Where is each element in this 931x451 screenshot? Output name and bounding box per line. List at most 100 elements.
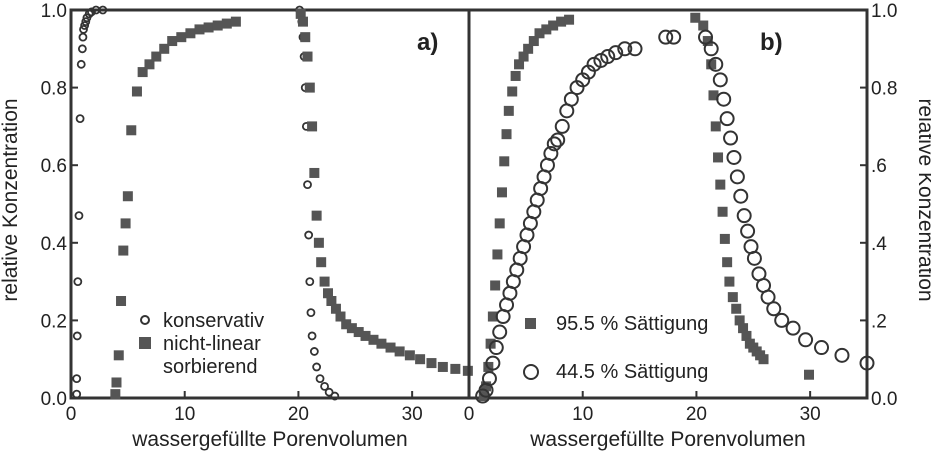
point-a-series1-14 — [176, 32, 187, 43]
point-b-series0-7 — [494, 218, 505, 229]
point-b-series0-16 — [523, 43, 534, 54]
point-a-series0-7 — [77, 44, 87, 54]
legend-sorbierend-line-1: nicht-linear — [163, 333, 261, 355]
point-b-series1-47 — [736, 208, 752, 224]
legend-44-marker — [523, 364, 539, 380]
legend-95-label: 95.5 % Sättigung — [556, 313, 708, 335]
point-b-series0-23 — [690, 12, 701, 23]
xtick-label-a-0: 0 — [66, 404, 77, 425]
point-b-series0-1 — [481, 381, 492, 392]
panel-a-xlabel: wassergefüllte Porenvolumen — [131, 428, 407, 451]
point-a-series0-30 — [312, 362, 322, 372]
point-a-series1-33 — [326, 296, 337, 306]
point-a-series1-29 — [313, 237, 324, 248]
point-b-series0-13 — [510, 70, 521, 81]
point-b-series0-45 — [804, 369, 815, 380]
point-a-series1-40 — [368, 334, 379, 345]
point-b-series1-23 — [554, 118, 570, 134]
panel-b-xlabel: wassergefüllte Porenvolumen — [529, 428, 805, 451]
point-a-series0-1 — [72, 374, 82, 384]
point-a-series0-34 — [330, 391, 340, 401]
point-b-series1-21 — [546, 136, 562, 152]
panel-b-label: b) — [760, 29, 783, 56]
point-a-series1-9 — [137, 67, 148, 78]
panel-a-label: a) — [417, 29, 438, 56]
point-b-series1-46 — [733, 188, 749, 204]
point-b-series0-22 — [564, 14, 575, 25]
point-a-series1-28 — [311, 210, 322, 221]
point-b-series1-32 — [608, 45, 624, 61]
point-b-series0-25 — [702, 36, 713, 47]
point-a-series1-34 — [330, 303, 341, 314]
xtick-label-a-3: 30 — [402, 404, 423, 425]
point-a-series1-45 — [415, 354, 426, 365]
point-a-series1-21 — [295, 8, 306, 19]
panel-b-marks — [475, 12, 875, 404]
point-b-series0-10 — [501, 129, 512, 140]
point-b-series0-5 — [490, 280, 501, 291]
point-a-series0-6 — [76, 59, 86, 69]
point-b-series0-19 — [541, 24, 552, 35]
panel-a-frame — [69, 8, 471, 400]
ytick-label-b-5: 1.0 — [871, 1, 897, 22]
point-a-series0-24 — [303, 180, 312, 190]
xtick-label-b-1: 10 — [572, 404, 593, 425]
point-b-series1-60 — [859, 355, 875, 371]
ytick-label-b-4: 0.8 — [871, 79, 897, 100]
point-b-series0-15 — [518, 51, 529, 62]
point-a-series1-31 — [319, 276, 330, 287]
point-b-series0-33 — [722, 257, 733, 268]
point-b-series1-25 — [563, 91, 579, 107]
point-a-series1-15 — [185, 28, 196, 39]
point-a-series1-36 — [341, 319, 352, 330]
legend-95-marker — [525, 318, 536, 329]
panel-a-ticks: 0 10 20 30 0.0 0.2 0.4 0.6 0.8 1.0 — [41, 1, 423, 425]
point-a-series1-41 — [376, 338, 387, 349]
point-b-series1-34 — [627, 41, 643, 57]
point-b-series0-29 — [713, 152, 724, 163]
point-b-series0-30 — [715, 179, 726, 190]
point-b-series0-9 — [499, 156, 510, 167]
point-b-series0-39 — [741, 330, 752, 341]
panel-b: 0 10 20 30 0.0 .2 .4 .6 0.8 1.0 b) wassergefüllte… — [464, 1, 931, 451]
panel-b-frame — [467, 8, 869, 400]
point-a-series1-6 — [122, 191, 133, 202]
ytick-label-a-5: 1.0 — [41, 1, 67, 22]
point-a-series1-7 — [126, 125, 137, 136]
point-b-series1-22 — [550, 132, 566, 148]
point-a-series1-12 — [159, 43, 170, 54]
panel-a-ylabel: relative Konzentration — [0, 98, 22, 301]
point-a-series1-5 — [120, 218, 131, 229]
point-b-series0-20 — [548, 20, 559, 31]
legend-sorbierend-line-2: sorbierend — [163, 356, 258, 378]
panel-a: 0 10 20 30 0.0 0.2 0.4 0.6 0.8 1.0 a) wassergefül… — [0, 1, 473, 451]
point-b-series0-4 — [487, 311, 498, 322]
xtick-label-a-2: 20 — [288, 404, 309, 425]
point-a-series1-2 — [113, 350, 124, 361]
point-a-series0-9 — [79, 24, 88, 34]
ytick-label-a-3: 0.6 — [41, 156, 67, 177]
point-b-series1-50 — [746, 250, 762, 266]
point-a-series0-4 — [74, 211, 84, 221]
point-a-series1-22 — [297, 16, 308, 27]
point-b-series0-37 — [734, 315, 745, 326]
ytick-label-b-1: .2 — [871, 311, 887, 332]
point-b-series1-48 — [740, 223, 756, 239]
point-b-series1-35 — [658, 29, 674, 45]
point-b-series1-39 — [708, 56, 724, 72]
point-b-series0-44 — [758, 354, 769, 365]
point-a-series1-11 — [151, 51, 162, 62]
point-b-series1-37 — [698, 29, 714, 45]
point-b-series1-43 — [723, 130, 739, 146]
point-a-series1-35 — [335, 311, 346, 322]
point-a-series0-3 — [73, 277, 83, 287]
point-a-series1-19 — [221, 18, 232, 29]
ytick-label-a-4: 0.8 — [41, 79, 67, 100]
point-a-series1-8 — [131, 86, 142, 97]
panel-a-marks — [72, 5, 473, 401]
point-b-series0-32 — [719, 233, 730, 244]
point-b-series1-20 — [543, 146, 559, 162]
ytick-label-b-0: 0.0 — [871, 389, 897, 410]
point-b-series0-18 — [534, 28, 545, 39]
